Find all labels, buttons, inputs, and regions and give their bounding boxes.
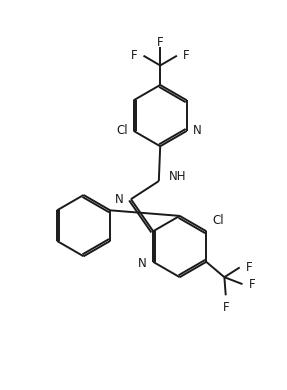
Text: N: N <box>115 193 124 206</box>
Text: F: F <box>183 49 190 62</box>
Text: Cl: Cl <box>212 214 224 227</box>
Text: F: F <box>246 261 253 274</box>
Text: F: F <box>157 36 164 49</box>
Text: N: N <box>193 124 202 137</box>
Text: NH: NH <box>168 170 186 183</box>
Text: F: F <box>249 278 255 291</box>
Text: F: F <box>131 49 137 62</box>
Text: Cl: Cl <box>116 124 127 137</box>
Text: N: N <box>138 257 147 270</box>
Text: F: F <box>222 301 229 314</box>
